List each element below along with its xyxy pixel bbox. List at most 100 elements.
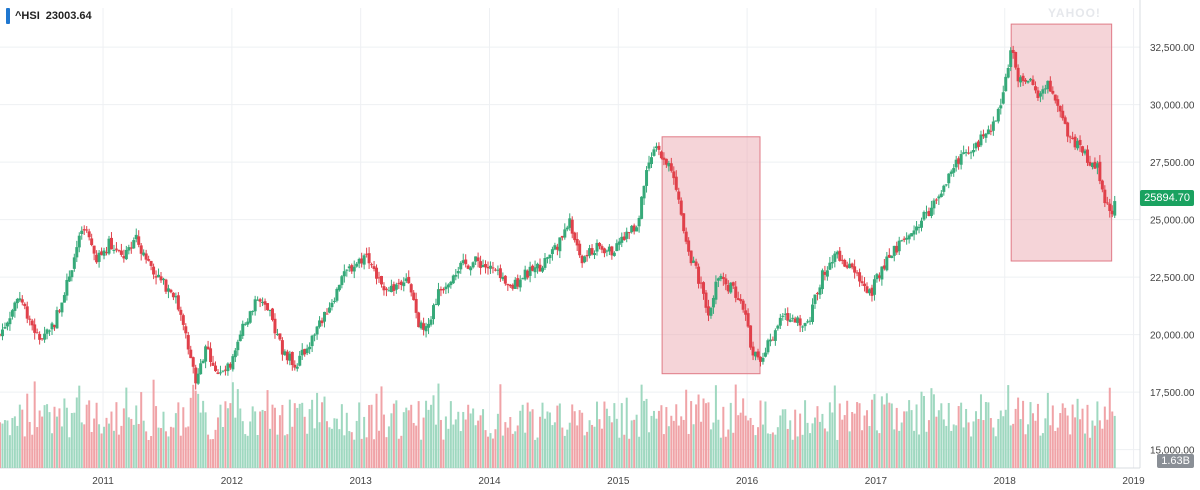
volume-bar	[152, 379, 155, 468]
volume-bar	[784, 409, 787, 468]
candle-body	[427, 323, 431, 328]
volume-bar	[1108, 387, 1111, 468]
volume-bar	[779, 415, 782, 468]
candle-body	[432, 305, 436, 320]
candle-body	[729, 282, 733, 293]
volume-bar	[558, 403, 561, 468]
volume-bar	[107, 423, 110, 468]
candle-body	[471, 262, 475, 268]
volume-bar	[1113, 415, 1116, 468]
volume-bar	[816, 406, 819, 468]
candle-body	[704, 292, 708, 308]
candle-body	[808, 320, 812, 322]
volume-bar	[234, 417, 237, 468]
candle-body	[788, 319, 792, 322]
candle-body	[295, 366, 299, 369]
candle-body	[526, 270, 530, 278]
volume-bar	[1059, 413, 1062, 468]
candle-body	[241, 323, 245, 336]
candle-body	[129, 247, 133, 249]
volume-bar	[491, 438, 494, 468]
candle-body	[952, 168, 956, 173]
candle-body	[372, 266, 376, 269]
volume-bar	[511, 433, 514, 468]
volume-bar	[335, 418, 338, 468]
series-legend[interactable]: ^HSI 23003.64	[6, 8, 92, 24]
volume-bar	[623, 434, 626, 468]
volume-bar	[189, 397, 192, 468]
candle-body	[536, 263, 540, 269]
volume-bar	[1002, 416, 1005, 468]
volume-bar	[360, 438, 363, 468]
candle-body	[979, 134, 983, 146]
volume-bar	[878, 433, 881, 468]
candle-body	[555, 246, 559, 250]
candle-body	[986, 129, 990, 135]
candle-body	[850, 263, 854, 268]
candle-body	[513, 279, 517, 289]
volume-bar	[613, 403, 616, 468]
candle-body	[70, 270, 74, 278]
volume-bar	[940, 403, 943, 468]
volume-bar	[499, 384, 502, 468]
candle-body	[382, 286, 386, 291]
volume-bar	[605, 408, 608, 468]
candle-body	[293, 364, 297, 368]
volume-bar	[387, 426, 390, 468]
candle-body	[989, 130, 993, 132]
volume-bar	[918, 434, 921, 468]
volume-bar	[98, 424, 101, 468]
candle-body	[154, 276, 158, 278]
volume-bar	[831, 412, 834, 468]
volume-bar	[521, 404, 524, 468]
volume-bar	[110, 411, 113, 468]
candle-body	[803, 323, 807, 327]
candle-body	[221, 370, 225, 372]
candle-body	[1014, 52, 1018, 68]
volume-bar	[1101, 428, 1104, 468]
candle-body	[508, 284, 512, 287]
candle-body	[124, 249, 128, 260]
volume-bar	[157, 427, 160, 468]
volume-bar	[28, 421, 31, 468]
volume-bar	[58, 408, 61, 468]
volume-bar	[945, 425, 948, 468]
volume-bar	[799, 413, 802, 468]
volume-bar	[313, 428, 316, 468]
candle-body	[45, 329, 49, 334]
x-tick-label: 2016	[736, 476, 759, 487]
candle-body	[912, 230, 916, 235]
volume-bar	[514, 431, 517, 468]
candle-body	[48, 330, 52, 332]
candle-body	[313, 334, 317, 336]
candle-body	[684, 231, 688, 242]
candle-body	[607, 246, 611, 252]
volume-bar	[648, 432, 651, 468]
volume-bar	[660, 405, 663, 468]
candle-body	[758, 356, 762, 362]
candle-body	[902, 238, 906, 240]
candle-body	[922, 211, 926, 220]
volume-bar	[167, 436, 170, 468]
volume-bar	[1027, 424, 1030, 468]
volume-bar	[370, 404, 373, 468]
candle-body	[404, 278, 408, 282]
volume-bar	[382, 414, 385, 468]
candle-body	[248, 311, 252, 323]
candle-body	[825, 270, 829, 277]
candle-body	[652, 149, 656, 156]
candle-body	[967, 152, 971, 154]
volume-bar	[122, 408, 125, 468]
volume-bar	[63, 398, 66, 468]
candle-body	[625, 231, 629, 239]
volume-bar	[761, 424, 764, 468]
candle-body	[300, 349, 304, 356]
volume-bar	[541, 402, 544, 468]
candle-body	[392, 284, 396, 291]
volume-bar	[848, 431, 851, 468]
volume-bar	[620, 403, 623, 468]
candle-body	[1085, 149, 1089, 163]
candle-body	[107, 238, 111, 254]
volume-bar	[551, 425, 554, 468]
